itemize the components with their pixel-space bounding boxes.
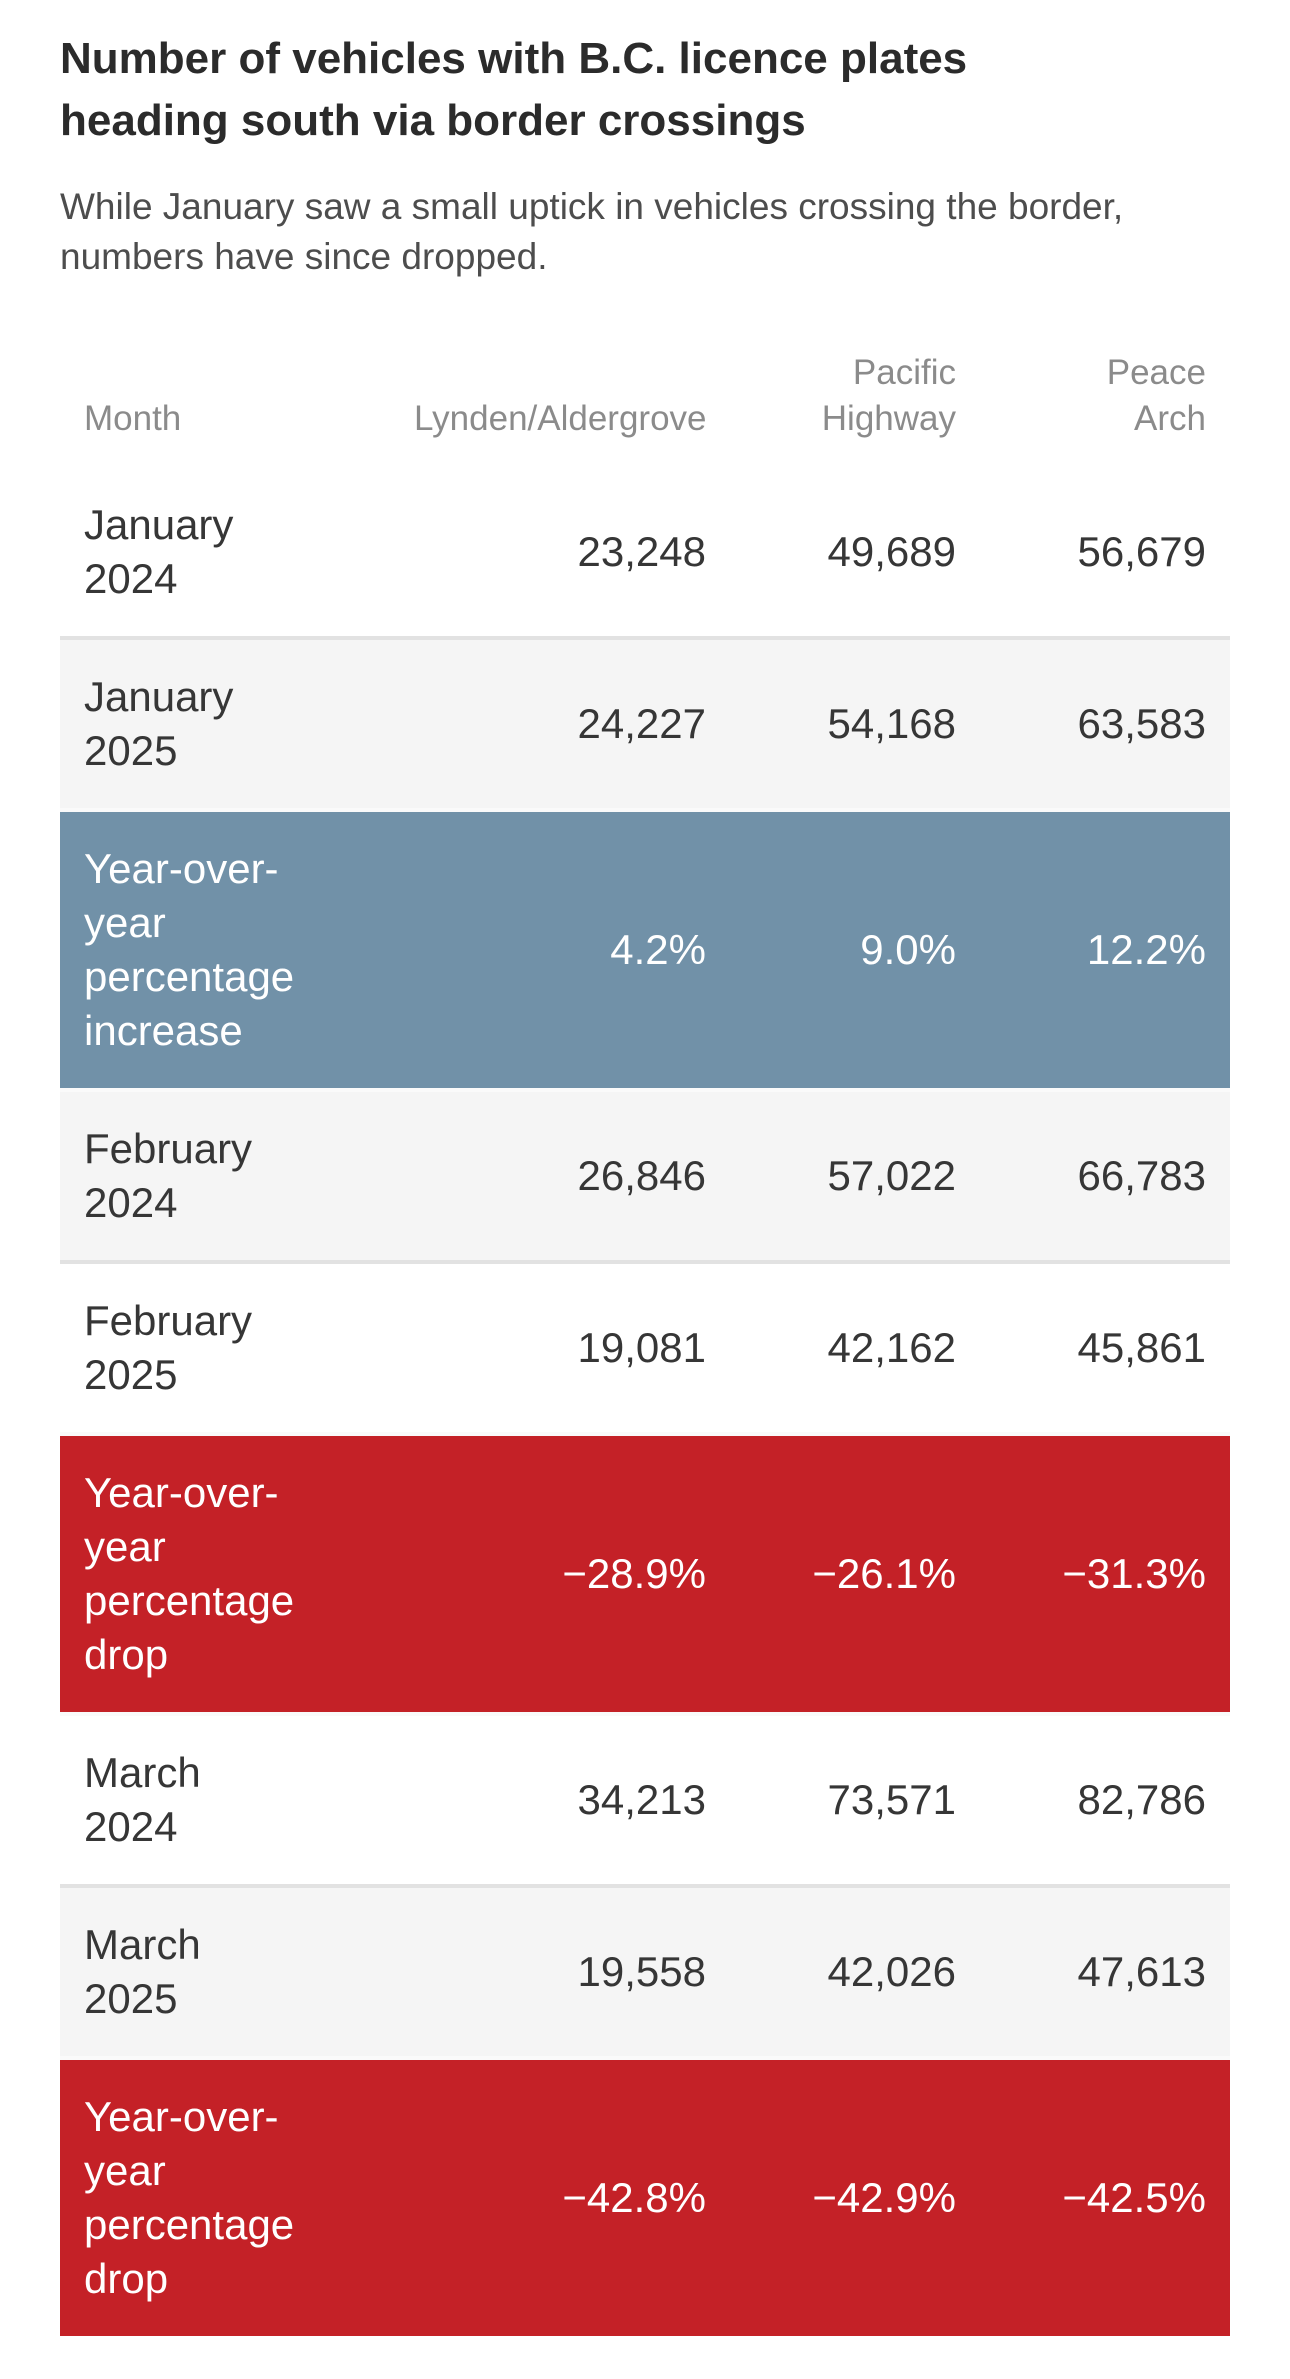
table-row: Year-over-year percentage drop −28.9% −26.… [60, 1434, 1230, 1714]
row-label: Year-over-year percentage increase [84, 845, 295, 1054]
row-value: 42,162 [827, 1324, 956, 1371]
row-value: 9.0% [860, 926, 956, 973]
table-row: February 2024 26,846 57,022 66,783 [60, 1090, 1230, 1262]
row-value: −42.9% [812, 2174, 956, 2221]
row-value: −26.1% [812, 1550, 956, 1597]
row-label: Year-over-year percentage drop [84, 2093, 295, 2302]
table-body: January 2024 23,248 49,689 56,679 January 2025… [60, 468, 1230, 2336]
row-value: 26,846 [577, 1152, 706, 1199]
row-label: February 2024 [60, 1090, 390, 1262]
row-label: January 2025 [60, 638, 390, 810]
row-value: 34,213 [577, 1776, 706, 1823]
row-sublabel: 2024 [84, 555, 178, 602]
column-header-label: Peace Arch [1106, 353, 1206, 438]
row-value: 54,168 [827, 700, 956, 747]
table-row: February 2025 19,081 42,162 45,861 [60, 1262, 1230, 1434]
row-value: 42,026 [827, 1948, 956, 1995]
table-header-row: Month Lynden/Aldergrove Pacific Highway … [60, 342, 1230, 468]
row-value: 73,571 [827, 1776, 956, 1823]
row-label: February 2025 [60, 1262, 390, 1434]
row-value: 82,786 [1077, 1776, 1206, 1823]
column-header-label: Pacific Highway [821, 353, 956, 438]
row-value: 24,227 [577, 700, 706, 747]
page-title: Number of vehicles with B.C. licence pla… [60, 34, 968, 145]
row-value: −42.8% [562, 2174, 706, 2221]
row-label: March 2024 [60, 1714, 390, 1886]
row-value: 57,022 [827, 1152, 956, 1199]
column-header-peace-arch: Peace Arch [980, 342, 1230, 468]
page-subtitle: While January saw a small uptick in vehi… [60, 186, 1124, 277]
column-header-label: Lynden/Aldergrove [414, 399, 707, 438]
row-sublabel: 2024 [84, 1179, 178, 1226]
column-header-lynden-aldergrove: Lynden/Aldergrove [390, 342, 730, 468]
row-value: 12.2% [1086, 926, 1206, 973]
table-row: January 2025 24,227 54,168 63,583 [60, 638, 1230, 810]
row-sublabel: 2025 [84, 1975, 178, 2022]
row-value: 49,689 [827, 528, 956, 575]
column-header-month: Month [84, 399, 182, 438]
row-sublabel: 2024 [84, 1803, 178, 1850]
row-value: −31.3% [1062, 1550, 1206, 1597]
table-row: Year-over-year percentage drop −42.8% −42.… [60, 2058, 1230, 2336]
row-value: 63,583 [1077, 700, 1206, 747]
table-row: March 2024 34,213 73,571 82,786 [60, 1714, 1230, 1886]
row-value: 19,558 [577, 1948, 706, 1995]
column-header-pacific-highway: Pacific Highway [730, 342, 980, 468]
row-value: 45,861 [1077, 1324, 1206, 1371]
row-label: January 2024 [60, 468, 390, 638]
row-value: 19,081 [577, 1324, 706, 1371]
row-sublabel: 2025 [84, 1351, 178, 1398]
row-value: 47,613 [1077, 1948, 1206, 1995]
table-row: January 2024 23,248 49,689 56,679 [60, 468, 1230, 638]
row-label: March 2025 [60, 1886, 390, 2058]
table-row: March 2025 19,558 42,026 47,613 [60, 1886, 1230, 2058]
row-label: Year-over-year percentage drop [84, 1469, 295, 1678]
row-value: 56,679 [1077, 528, 1206, 575]
row-value: −28.9% [562, 1550, 706, 1597]
row-value: 4.2% [610, 926, 706, 973]
row-sublabel: 2025 [84, 727, 178, 774]
row-value: 23,248 [577, 528, 706, 575]
table-row: Year-over-year percentage increase 4.2% 9.… [60, 810, 1230, 1090]
border-crossings-table: Month Lynden/Aldergrove Pacific Highway … [60, 342, 1230, 2336]
row-value: −42.5% [1062, 2174, 1206, 2221]
row-value: 66,783 [1077, 1152, 1206, 1199]
